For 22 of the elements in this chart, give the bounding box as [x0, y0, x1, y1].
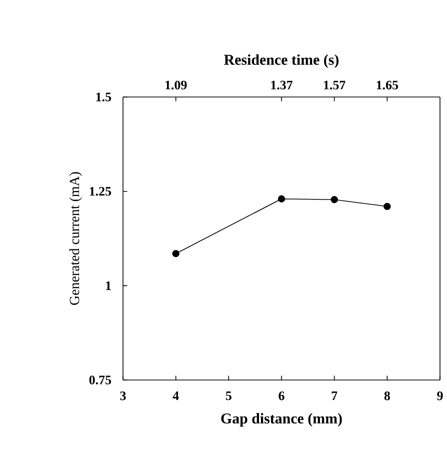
annotation: 1.37: [271, 80, 293, 90]
x-tick-label: 3: [120, 391, 126, 400]
annotation: 1.09: [166, 80, 187, 90]
x-tick-label: 5: [226, 391, 232, 400]
x-tick-label: 4: [172, 391, 180, 400]
y-tick-label: 1.25: [90, 186, 112, 196]
point: [278, 195, 286, 202]
x-tick-label: 8: [384, 391, 390, 400]
y-tick-label: 0.75: [90, 376, 112, 384]
x-axis-title: Gap distance (mm): [221, 413, 342, 427]
x-tick-label: 6: [278, 391, 285, 400]
point: [172, 250, 180, 258]
x-tick-label: 7: [332, 391, 338, 400]
x-tick-label: 9: [437, 391, 443, 400]
y-tick-label: 1: [106, 281, 112, 290]
annotation: 1.65: [377, 80, 398, 90]
annotation: 1.57: [324, 80, 346, 90]
point: [384, 202, 391, 210]
point: [330, 196, 338, 204]
x2-axis-title: Residence time (s): [224, 54, 339, 68]
y-axis-title: Generated current (mA): [70, 172, 82, 305]
y-tick-label: 1.5: [96, 92, 112, 102]
